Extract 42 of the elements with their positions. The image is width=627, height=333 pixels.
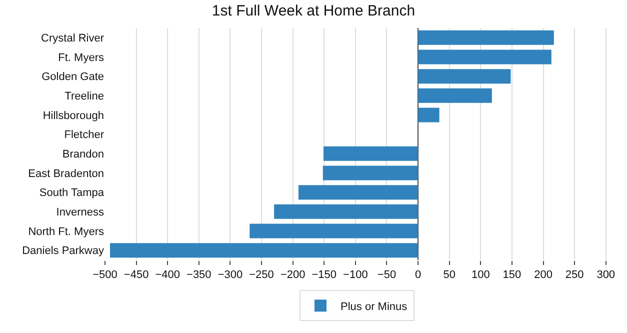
bar [250, 224, 418, 238]
x-tick-label: −100 [343, 269, 368, 282]
y-tick-label: Hillsborough [42, 110, 104, 122]
x-tick-label: 150 [502, 269, 522, 282]
x-tick-label: 300 [596, 269, 616, 282]
y-tick-label: Inverness [56, 206, 104, 219]
y-tick-label: South Tampa [39, 187, 105, 200]
x-tick-label: 0 [414, 269, 422, 282]
bar [418, 108, 440, 122]
y-tick-label: Ft. Myers [58, 52, 104, 64]
x-tick-label: −400 [155, 269, 180, 282]
bar [418, 88, 492, 103]
bar [324, 146, 418, 161]
y-tick-label: Daniels Parkway [22, 245, 104, 258]
x-tick-label: −300 [218, 269, 243, 282]
y-tick-label: Treeline [64, 90, 104, 103]
bar [418, 69, 511, 84]
x-tick-label: −200 [280, 269, 306, 282]
x-tick-label: 250 [565, 269, 584, 282]
bar [298, 185, 418, 200]
bar [274, 204, 418, 219]
legend-label: Plus or Minus [340, 300, 408, 313]
x-tick-label: −450 [124, 269, 149, 282]
bar [322, 166, 418, 180]
x-tick-label: −250 [249, 269, 274, 282]
bar [110, 243, 418, 258]
y-tick-label: Golden Gate [42, 71, 104, 84]
y-tick-label: Fletcher [64, 129, 104, 142]
chart-title: 1st Full Week at Home Branch [212, 2, 416, 20]
bar [418, 50, 552, 64]
x-tick-label: 50 [443, 269, 456, 282]
x-tick-label: 200 [534, 269, 552, 282]
x-tick-label: −350 [186, 269, 212, 282]
bar [418, 30, 554, 45]
x-tick-label: −150 [312, 269, 337, 282]
x-tick-label: −50 [377, 269, 396, 282]
x-tick-label: −500 [92, 269, 118, 282]
y-tick-label: East Bradenton [28, 168, 104, 180]
y-tick-label: Crystal River [41, 32, 104, 45]
x-tick-label: 100 [471, 269, 490, 282]
y-tick-label: North Ft. Myers [28, 226, 104, 238]
y-tick-label: Brandon [62, 148, 104, 161]
